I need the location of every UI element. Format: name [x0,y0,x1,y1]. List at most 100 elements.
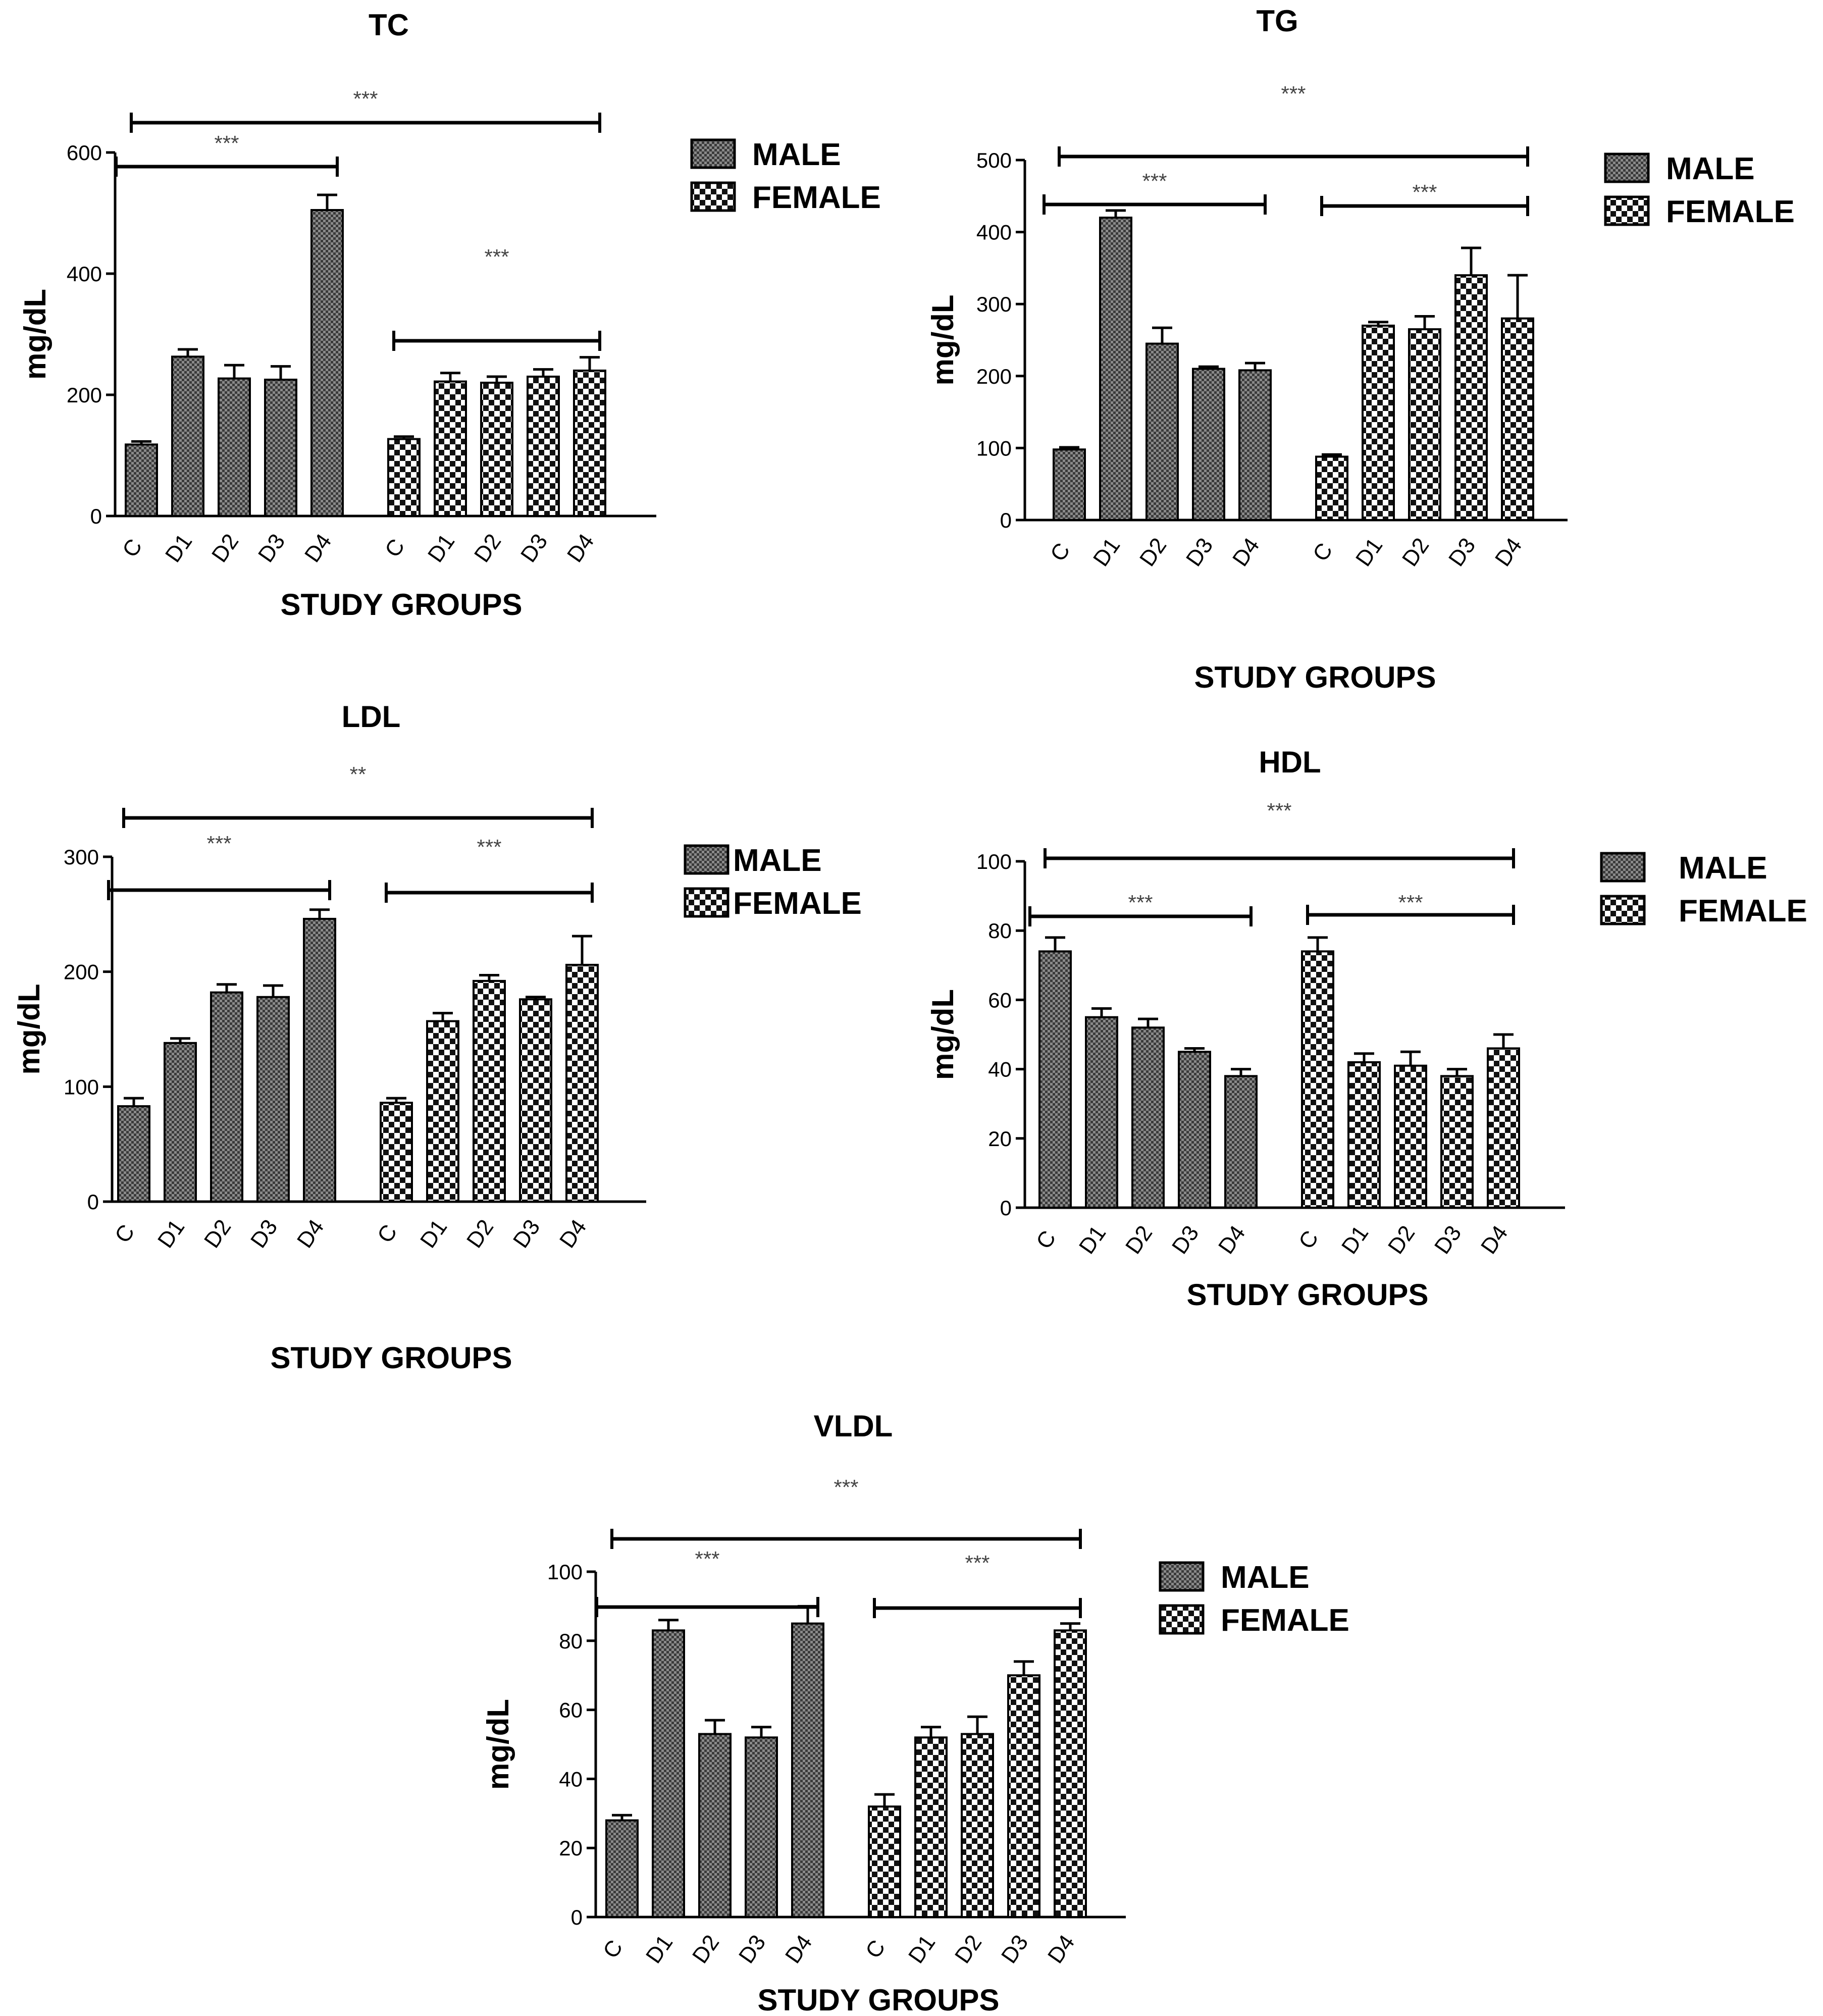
significance-label: *** [1398,891,1423,914]
legend-label-female: FEMALE [1221,1603,1349,1638]
bar-female-d4 [565,964,599,1203]
x-tick-label: D2 [950,1931,986,1968]
x-tick-label: D2 [1121,1221,1157,1259]
legend-swatch-female [1600,895,1646,925]
chart-tg: TG mg/dL 0 100 200 300 400 500 C D1 D2 D3 D4 C D1 D2 D3 D… [926,4,1795,694]
y-tick-label: 40 [559,1767,583,1791]
bar-male-d2 [698,1733,732,1918]
x-tick-label: D1 [1074,1221,1111,1259]
bar-male-d4 [1224,1075,1258,1209]
bar-female-d3 [1440,1075,1474,1209]
x-tick-label: D1 [1337,1221,1373,1259]
x-tick-label: D2 [1383,1221,1420,1259]
x-tick-label: D2 [1135,534,1171,571]
significance-label: *** [834,1475,858,1499]
legend-label-female: FEMALE [752,180,881,215]
x-tick-label: D2 [199,1215,236,1253]
x-tick-label: D1 [904,1931,940,1968]
y-tick-label: 400 [67,262,102,286]
chart-title: TC [369,8,409,42]
y-tick-label: 200 [976,365,1012,388]
x-tick-label: D1 [423,530,459,567]
x-tick-label: C [118,535,147,562]
bar-female-d3 [1007,1674,1040,1918]
significance-label: *** [484,245,509,269]
bar-female-c [380,1102,413,1203]
y-axis-label: mg/dL [18,289,52,380]
x-tick-label: C [861,1936,890,1963]
bar-male-d1 [171,355,204,518]
x-tick-label: D2 [207,530,243,567]
x-tick-label: D1 [161,530,197,567]
y-tick-label: 80 [988,919,1012,943]
x-tick-label: D4 [780,1931,817,1968]
bar-male-d4 [303,917,336,1203]
significance-label: *** [1128,891,1153,914]
bar-male-d1 [1085,1016,1118,1209]
x-tick-label: C [110,1220,139,1248]
bar-female-d1 [1347,1061,1381,1209]
bar-male-d3 [745,1736,778,1919]
y-tick-label: 60 [559,1698,583,1722]
legend-label-male: MALE [1666,151,1755,186]
y-tick-label: 400 [976,221,1012,244]
x-tick-label: D3 [516,530,552,567]
x-tick-label: D1 [415,1215,452,1253]
x-tick-label: D4 [1228,534,1264,571]
chart-tc: TC mg/dL 0 200 400 600 C D1 D2 D3 D4 C D1 D2 D3 D4 STUDY… [18,8,881,622]
bar-male-c [1038,950,1072,1209]
x-tick-label: D4 [300,530,336,567]
x-axis-label: STUDY GROUPS [758,1983,1000,2016]
legend-label-female: FEMALE [733,886,862,921]
legend-label-female: FEMALE [1679,894,1807,928]
significance-label: *** [477,835,501,859]
bar-male-d1 [164,1042,197,1203]
legend-swatch-male [1604,152,1650,183]
bar-female-c [1301,950,1334,1209]
legend-label-female: FEMALE [1666,194,1795,229]
x-tick-label: D4 [1490,534,1527,571]
x-tick-label: D4 [562,530,599,567]
x-tick-label: C [373,1220,402,1248]
bar-female-d2 [961,1733,994,1918]
bar-male-c [125,443,158,518]
bar-female-d1 [1362,324,1395,521]
x-tick-label: C [598,1936,628,1963]
x-tick-label: D4 [1214,1221,1250,1259]
x-tick-label: D1 [153,1215,189,1253]
x-tick-label: D3 [508,1215,545,1253]
y-axis-label: mg/dL [481,1699,515,1790]
chart-title: HDL [1259,745,1321,779]
significance-label: *** [965,1551,989,1575]
bar-male-d3 [1192,368,1225,521]
bar-male-d1 [652,1629,685,1918]
y-tick-label: 0 [1000,508,1012,532]
y-tick-label: 100 [547,1560,583,1584]
y-axis-label: mg/dL [926,295,960,386]
x-axis-label: STUDY GROUPS [1187,1278,1429,1312]
y-tick-label: 40 [988,1058,1012,1081]
legend-swatch-male [1600,852,1646,883]
bar-female-d1 [914,1736,948,1919]
significance-label: *** [1142,169,1167,193]
y-tick-label: 500 [976,148,1012,172]
x-tick-label: D3 [1167,1221,1204,1259]
bar-female-d2 [473,979,506,1203]
legend-swatch-female [690,181,736,212]
bar-male-d4 [310,209,344,517]
bar-female-d4 [1487,1047,1520,1209]
bar-male-d2 [1131,1026,1165,1209]
x-tick-label: D3 [253,530,290,567]
legend-label-male: MALE [733,843,822,878]
legend-swatch-male [684,844,730,875]
x-tick-label: D1 [641,1931,678,1968]
y-tick-label: 0 [1000,1196,1012,1220]
x-tick-label: D3 [734,1931,770,1968]
x-axis-label: STUDY GROUPS [281,588,523,622]
x-tick-label: C [1046,539,1075,566]
y-tick-label: 200 [67,383,102,407]
legend-swatch-female [1159,1604,1205,1635]
x-tick-label: D4 [1043,1931,1079,1968]
y-tick-label: 0 [87,1190,99,1214]
